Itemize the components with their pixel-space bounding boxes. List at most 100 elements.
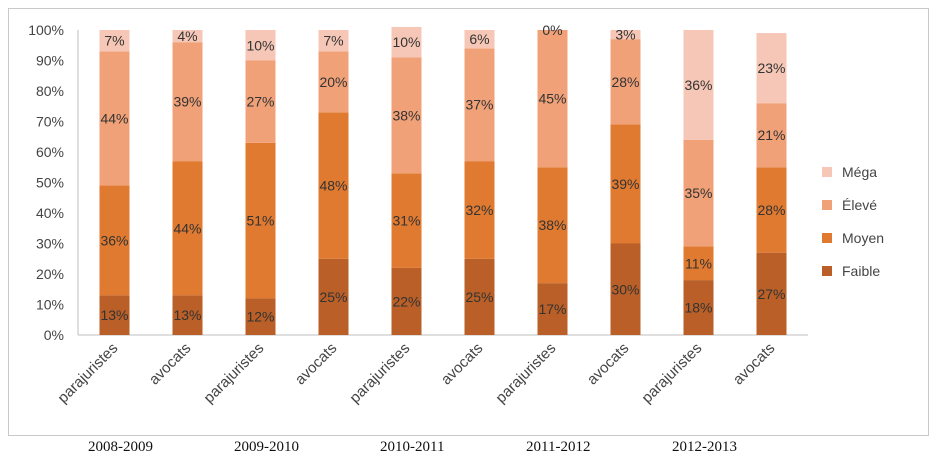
bar-segment xyxy=(610,30,641,40)
bar-segment xyxy=(245,30,276,61)
data-label: 45% xyxy=(538,91,566,107)
category-label: avocats xyxy=(292,340,341,389)
y-tick-label: 0% xyxy=(44,327,64,343)
bar-segment xyxy=(318,112,349,259)
y-tick-label: 40% xyxy=(36,205,64,221)
category-label: avocats xyxy=(438,340,487,389)
bar-segment xyxy=(756,252,787,335)
bar-segment xyxy=(683,280,714,335)
bar-segment xyxy=(683,246,714,281)
legend-swatch xyxy=(822,200,832,210)
data-label: 17% xyxy=(538,301,566,317)
bar-segment xyxy=(756,167,787,253)
data-label: 0% xyxy=(542,22,562,38)
data-label: 25% xyxy=(465,289,493,305)
data-label: 10% xyxy=(246,37,274,53)
data-label: 12% xyxy=(246,309,274,325)
data-label: 51% xyxy=(246,213,274,229)
bar-segment xyxy=(391,26,422,58)
bar-segment xyxy=(99,295,130,335)
data-label: 44% xyxy=(173,220,201,236)
year-group-label: 2012-2013 xyxy=(672,439,737,455)
bar-segment xyxy=(318,258,349,335)
data-label: 28% xyxy=(611,74,639,90)
data-label: 20% xyxy=(319,74,347,90)
data-label: 35% xyxy=(684,185,712,201)
legend-swatch xyxy=(822,233,832,243)
data-label: 7% xyxy=(104,33,124,49)
bar-segment xyxy=(391,57,422,174)
y-tick-label: 100% xyxy=(28,22,64,38)
y-tick-label: 80% xyxy=(36,83,64,99)
data-label: 18% xyxy=(684,300,712,316)
y-tick-label: 70% xyxy=(36,114,64,130)
data-label: 6% xyxy=(469,31,489,47)
data-label: 25% xyxy=(319,289,347,305)
data-label: 44% xyxy=(100,110,128,126)
data-label: 21% xyxy=(757,127,785,143)
bar-segment xyxy=(318,51,349,113)
y-tick-label: 30% xyxy=(36,236,64,252)
data-label: 7% xyxy=(323,33,343,49)
bar-segment xyxy=(391,173,422,268)
year-group-label: 2011-2012 xyxy=(526,439,590,455)
bar-segment xyxy=(245,142,276,299)
year-group-label: 2009-2010 xyxy=(234,439,299,455)
bar-segment xyxy=(172,295,203,335)
data-label: 27% xyxy=(757,286,785,302)
legend-entry: Faible xyxy=(842,263,880,279)
bar-segment xyxy=(464,30,495,49)
data-label: 32% xyxy=(465,202,493,218)
year-group-label: 2010-2011 xyxy=(380,439,444,455)
bar-segment xyxy=(610,243,641,335)
category-label: parajuristes xyxy=(346,340,413,407)
bar-segment xyxy=(464,48,495,162)
legend-swatch xyxy=(822,266,832,276)
category-label: parajuristes xyxy=(54,340,121,407)
bar-segment xyxy=(756,33,787,104)
data-label: 10% xyxy=(392,34,420,50)
bar-segment xyxy=(683,30,714,140)
bar-segment xyxy=(172,161,203,296)
data-label: 11% xyxy=(685,255,712,271)
bar-segment xyxy=(683,139,714,247)
category-label: avocats xyxy=(146,340,195,389)
bar-segment xyxy=(172,42,203,162)
bar-segment xyxy=(464,161,495,259)
bar-segment xyxy=(756,103,787,168)
bar-segment xyxy=(99,185,130,296)
data-label: 36% xyxy=(100,232,128,248)
legend-entry: Moyen xyxy=(842,230,884,246)
y-tick-label: 50% xyxy=(36,175,64,191)
data-label: 31% xyxy=(392,213,420,229)
data-label: 39% xyxy=(611,176,639,192)
legend-entry: Méga xyxy=(842,164,877,180)
bar-segment xyxy=(245,60,276,143)
bar-segment xyxy=(610,124,641,244)
bar-segment xyxy=(99,51,130,186)
data-label: 30% xyxy=(611,281,639,297)
category-label: avocats xyxy=(584,340,633,389)
data-label: 4% xyxy=(177,28,197,44)
legend-entry: Élevé xyxy=(842,197,877,213)
data-label: 28% xyxy=(757,202,785,218)
category-label: avocats xyxy=(730,340,779,389)
bar-segment xyxy=(99,30,130,52)
data-label: 23% xyxy=(757,60,785,76)
legend-swatch xyxy=(822,167,832,177)
data-label: 38% xyxy=(392,107,420,123)
y-tick-label: 90% xyxy=(36,53,64,69)
bar-segment xyxy=(318,30,349,52)
data-label: 13% xyxy=(100,307,128,323)
y-tick-label: 20% xyxy=(36,266,64,282)
data-label: 36% xyxy=(684,77,712,93)
data-label: 38% xyxy=(538,217,566,233)
category-label: parajuristes xyxy=(638,340,705,407)
data-label: 3% xyxy=(615,27,635,43)
data-label: 13% xyxy=(173,307,201,323)
bar-segment xyxy=(610,39,641,125)
bar-segment xyxy=(245,298,276,335)
bar-segment xyxy=(464,258,495,335)
data-label: 48% xyxy=(319,178,347,194)
